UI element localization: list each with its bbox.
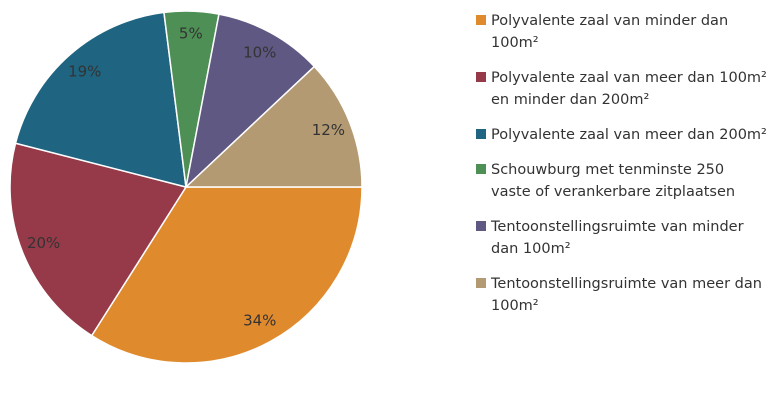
pie-slice	[184, 65, 363, 188]
slice-label: 12%	[312, 121, 345, 139]
pie-slice	[90, 186, 363, 364]
legend-item: Polyvalente zaal van meer dan 100m² en m…	[476, 67, 768, 111]
legend-label: Polyvalente zaal van meer dan 200m²	[491, 127, 767, 143]
legend-swatch	[476, 278, 486, 288]
legend-item: Polyvalente zaal van minder dan 100m²	[476, 10, 768, 54]
pie-chart: 34% 20% 19% 5% 10% 12%	[9, 10, 363, 364]
slice-label: 34%	[243, 312, 276, 330]
slice-label: 10%	[243, 43, 276, 61]
legend-swatch	[476, 72, 486, 82]
pie-slice	[14, 11, 187, 189]
legend-label: Tentoonstellingsruimte van minder dan 10…	[491, 219, 744, 257]
slice-label: 5%	[179, 24, 203, 42]
legend-item: Polyvalente zaal van meer dan 200m²	[476, 124, 768, 146]
legend-swatch	[476, 221, 486, 231]
legend-label: Schouwburg met tenminste 250 vaste of ve…	[491, 162, 736, 200]
slice-label: 20%	[27, 234, 60, 252]
slice-label: 19%	[68, 63, 101, 81]
legend: Polyvalente zaal van minder dan 100m² Pol…	[476, 10, 768, 330]
pie-slice	[9, 142, 188, 337]
legend-swatch	[476, 164, 486, 174]
legend-item: Tentoonstellingsruimte van minder dan 10…	[476, 216, 768, 260]
legend-item: Tentoonstellingsruimte van meer dan 100m…	[476, 273, 768, 317]
legend-label: Polyvalente zaal van minder dan 100m²	[491, 13, 729, 51]
legend-label: Polyvalente zaal van meer dan 100m² en m…	[491, 70, 767, 108]
legend-swatch	[476, 15, 486, 25]
legend-swatch	[476, 129, 486, 139]
pie-slice	[184, 13, 316, 190]
legend-label: Tentoonstellingsruimte van meer dan 100m…	[491, 276, 762, 314]
legend-item: Schouwburg met tenminste 250 vaste of ve…	[476, 159, 768, 203]
